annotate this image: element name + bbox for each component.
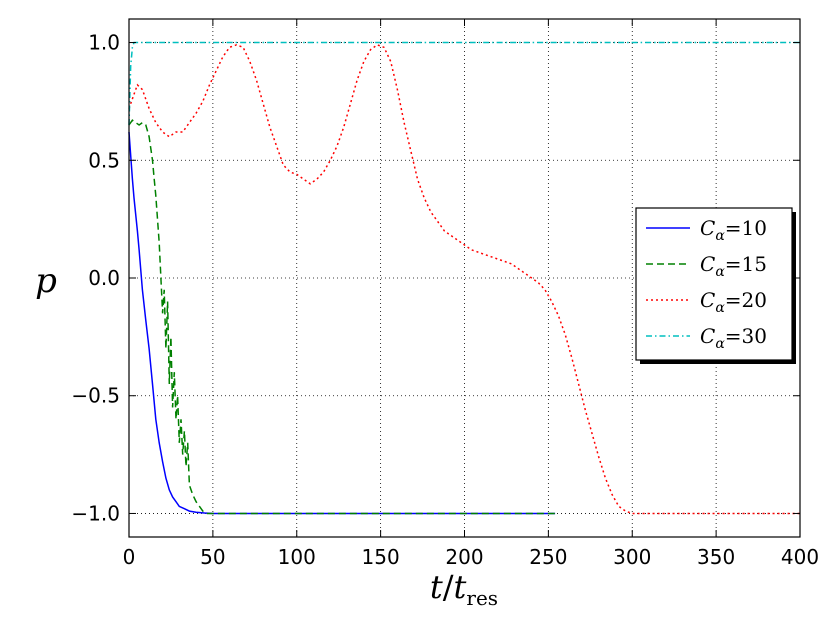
legend-label-4: Cα=30 [700,324,767,352]
y-tick-label: 0.0 [88,266,120,290]
x-tick-label: 350 [697,545,735,569]
axis-ticks: 0 50 100 150 200 250 300 350 400 −1.0 −0.5 0.0 0.5 1.… [71,19,819,569]
y-tick-label: −0.5 [71,384,120,408]
x-tick-label: 400 [781,545,819,569]
x-tick-label: 0 [123,545,136,569]
series-layer [128,41,800,515]
series-line-3 [128,44,800,515]
x-tick-label: 50 [200,545,225,569]
y-tick-label: 1.0 [88,31,120,55]
x-tick-label: 300 [613,545,651,569]
legend: Cα=10 Cα=15 Cα=20 Cα=30 [635,207,796,364]
series-line-2 [128,119,557,515]
y-axis-label: p [35,261,57,301]
legend-label-3: Cα=20 [700,288,767,316]
x-tick-label: 250 [529,545,567,569]
x-tick-label: 100 [278,545,316,569]
legend-label-2: Cα=15 [700,252,767,280]
legend-label-1: Cα=10 [700,216,767,244]
y-tick-label: −1.0 [71,501,120,525]
legend-box [635,207,793,361]
series-line-4 [128,41,800,126]
y-tick-label: 0.5 [88,148,120,172]
x-tick-label: 200 [445,545,483,569]
x-axis-label: t/tres [430,568,498,610]
x-tick-label: 150 [362,545,400,569]
